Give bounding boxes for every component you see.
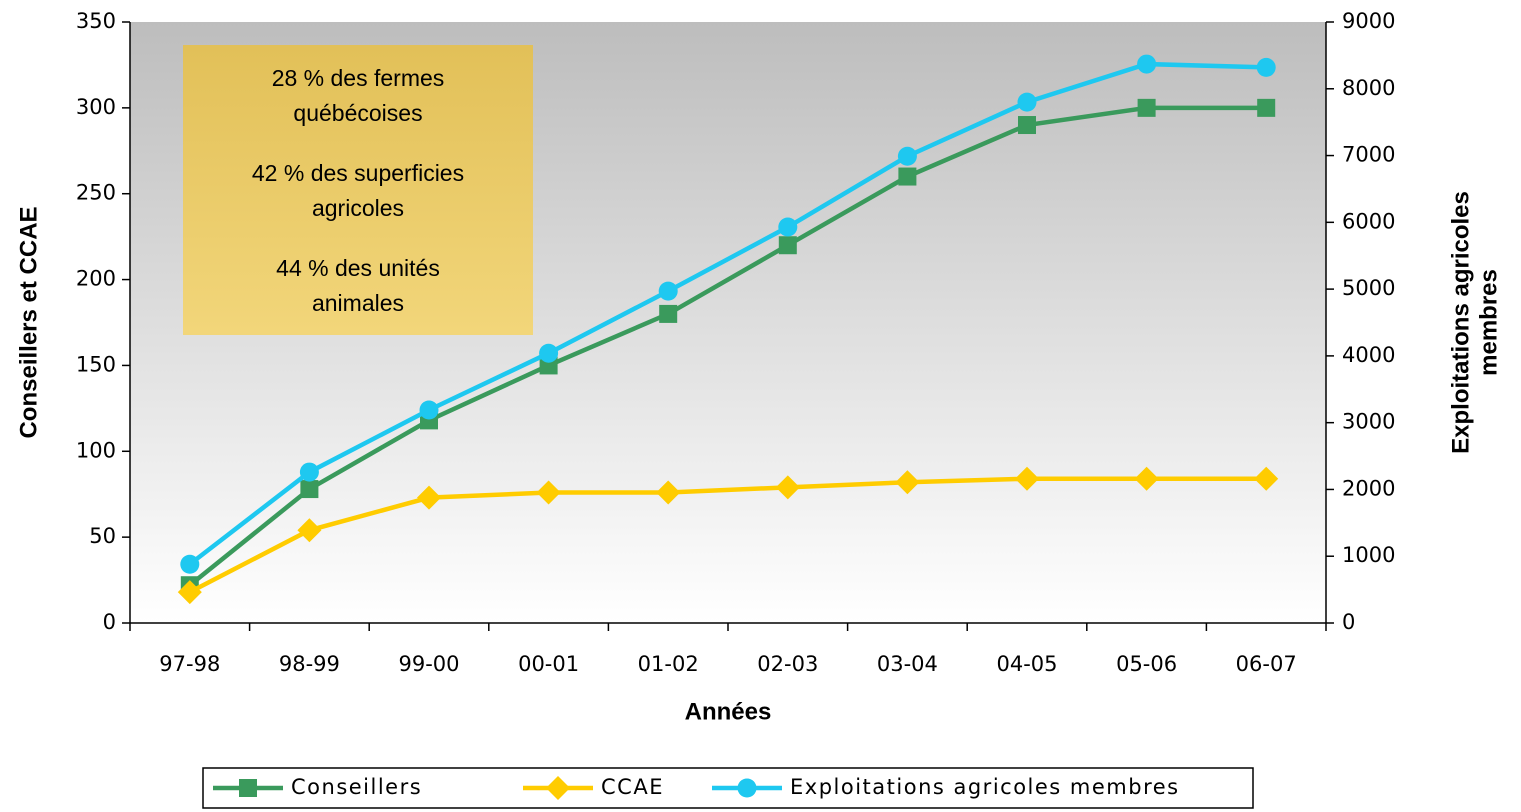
x-tick-label: 00-01 xyxy=(518,652,579,676)
marker xyxy=(895,470,920,495)
x-tick-label: 98-99 xyxy=(279,652,340,676)
marker xyxy=(1137,54,1157,74)
annotation: 44 % des unités xyxy=(276,255,440,281)
marker xyxy=(897,146,917,166)
annotation: québécoises xyxy=(293,100,422,126)
x-tick-label: 02-03 xyxy=(757,652,818,676)
y2-tick-label: 7000 xyxy=(1342,143,1395,167)
y-tick-label: 100 xyxy=(76,438,116,462)
marker xyxy=(1134,466,1159,491)
marker xyxy=(656,480,681,505)
y-tick-label: 250 xyxy=(76,181,116,205)
marker xyxy=(1137,98,1156,117)
marker xyxy=(1254,466,1279,491)
annotation: agricoles xyxy=(312,195,404,221)
x-tick-label: 05-06 xyxy=(1116,652,1177,676)
marker xyxy=(1017,92,1037,112)
x-tick-label: 03-04 xyxy=(877,652,938,676)
line-series xyxy=(188,61,1267,567)
x-axis-title: Années xyxy=(685,698,772,725)
y2-tick-label: 3000 xyxy=(1342,410,1395,434)
marker xyxy=(898,167,917,186)
marker xyxy=(659,304,678,323)
marker xyxy=(1015,466,1039,491)
legend-label: CCAE xyxy=(601,775,664,799)
marker xyxy=(539,343,559,363)
annotation: 28 % des fermes xyxy=(272,65,445,91)
y-tick-label: 350 xyxy=(76,9,116,33)
marker xyxy=(737,778,757,798)
annotation: 42 % des superficies xyxy=(252,160,464,186)
marker xyxy=(1256,57,1276,77)
y2-tick-label: 1000 xyxy=(1342,543,1395,567)
marker xyxy=(177,580,202,605)
y2-tick-label: 6000 xyxy=(1342,209,1395,233)
y2-axis-title: Exploitations agricoles xyxy=(1447,191,1474,454)
line-series xyxy=(188,476,1267,595)
marker xyxy=(419,400,439,420)
y2-tick-label: 9000 xyxy=(1342,9,1395,33)
annotation: animales xyxy=(312,290,404,316)
y-tick-label: 300 xyxy=(76,95,116,119)
marker xyxy=(546,776,570,800)
y-tick-label: 50 xyxy=(89,524,116,548)
y2-axis-title: membres xyxy=(1475,269,1502,376)
marker xyxy=(658,281,678,301)
y-tick-label: 0 xyxy=(103,610,116,634)
line-series xyxy=(188,105,1267,587)
y-tick-label: 200 xyxy=(76,267,116,291)
marker xyxy=(180,554,200,574)
marker xyxy=(778,217,798,237)
x-tick-label: 04-05 xyxy=(996,652,1057,676)
marker xyxy=(1257,98,1276,117)
annotation-box xyxy=(183,45,533,335)
marker xyxy=(417,485,441,510)
legend-label: Conseillers xyxy=(291,775,422,799)
marker xyxy=(775,475,800,500)
marker xyxy=(1018,116,1036,135)
marker xyxy=(297,518,322,543)
y2-tick-label: 0 xyxy=(1342,610,1355,634)
marker xyxy=(299,462,319,482)
y-axis-title: Conseillers et CCAE xyxy=(15,206,42,438)
y-tick-label: 150 xyxy=(76,352,116,376)
y2-tick-label: 8000 xyxy=(1342,76,1395,100)
marker xyxy=(536,480,561,505)
x-tick-label: 01-02 xyxy=(638,652,699,676)
x-tick-label: 97-98 xyxy=(159,652,220,676)
x-tick-label: 06-07 xyxy=(1236,652,1297,676)
marker xyxy=(239,779,257,797)
x-tick-label: 99-00 xyxy=(398,652,459,676)
legend xyxy=(202,767,1254,809)
marker xyxy=(300,480,319,499)
y2-tick-label: 5000 xyxy=(1342,276,1395,300)
legend-label: Exploitations agricoles membres xyxy=(790,775,1180,799)
y2-tick-label: 4000 xyxy=(1342,343,1395,367)
y2-tick-label: 2000 xyxy=(1342,476,1395,500)
marker xyxy=(778,236,797,255)
